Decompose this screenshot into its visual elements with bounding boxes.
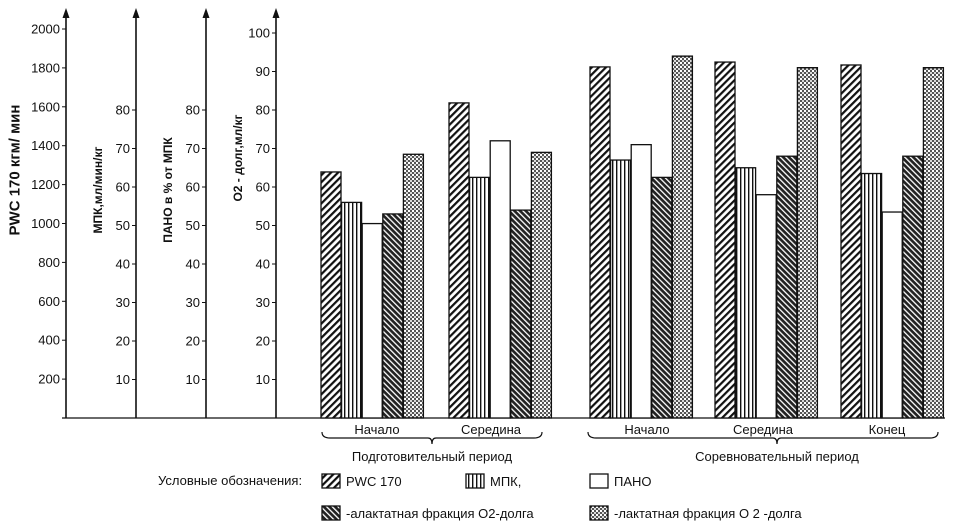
tick-label: 60	[256, 180, 270, 195]
bar	[671, 55, 694, 419]
legend-item: -лактатная фракция O 2 -долга	[589, 505, 802, 521]
tick-label: 10	[256, 372, 270, 387]
legend-swatch	[465, 473, 485, 489]
period-label: Соревновательный период	[695, 449, 859, 464]
tick-label: 30	[256, 295, 270, 310]
bar	[734, 167, 757, 419]
category-label: Начало	[354, 422, 399, 437]
bar	[776, 155, 798, 419]
bar	[361, 222, 383, 419]
axis-1: 2000 1800 1600 1400 1200 1000 800 600 400 200 PWC …	[7, 8, 70, 418]
bar	[320, 171, 342, 419]
tick-label: 40	[256, 257, 270, 272]
tick-label: 10	[116, 372, 130, 387]
bar	[468, 176, 491, 419]
tick-label: 70	[186, 141, 200, 156]
bar	[840, 64, 862, 419]
bar	[382, 213, 404, 419]
axis-4: 100 90 80 70 60 50 40 30 20 10 O2 - долг,мл/кг	[231, 8, 280, 418]
tick-label: 60	[186, 180, 200, 195]
category-label: Середина	[733, 422, 794, 437]
legend-item: МПК,	[465, 473, 521, 489]
tick-label: 2000	[31, 22, 60, 37]
tick-label: 800	[38, 255, 60, 270]
tick-label: 50	[186, 218, 200, 233]
bar	[448, 102, 470, 419]
axis-3: 80 70 60 50 40 30 20 10 ПАНО в % от МПК	[161, 8, 210, 418]
axis-title: ПАНО в % от МПК	[161, 137, 175, 243]
bar	[881, 211, 903, 419]
legend-label: -лактатная фракция O 2 -долга	[614, 506, 802, 521]
bar	[755, 194, 777, 419]
bar	[402, 153, 425, 419]
axis-arrow	[202, 8, 210, 18]
bar	[860, 172, 883, 419]
legend-label: PWC 170	[346, 474, 402, 489]
tick-label: 400	[38, 333, 60, 348]
category-label: Начало	[624, 422, 669, 437]
axis-title: PWC 170 кгм/ мин	[7, 105, 24, 236]
bar	[510, 209, 532, 419]
category-label: Конец	[869, 422, 906, 437]
tick-label: 1400	[31, 138, 60, 153]
tick-label: 100	[248, 26, 270, 41]
axis-arrow	[62, 8, 70, 18]
bar	[530, 151, 553, 419]
tick-label: 80	[256, 103, 270, 118]
legend-swatch	[321, 473, 341, 489]
legend-item: PWC 170	[321, 473, 402, 489]
tick-label: 200	[38, 372, 60, 387]
tick-label: 30	[116, 295, 130, 310]
tick-label: 600	[38, 294, 60, 309]
tick-label: 20	[116, 334, 130, 349]
tick-label: 50	[116, 218, 130, 233]
legend-label: ПАНО	[614, 474, 652, 489]
period-bracket	[587, 431, 939, 445]
bar	[340, 201, 363, 419]
category-label: Середина	[461, 422, 522, 437]
bar	[714, 61, 736, 419]
tick-label: 1800	[31, 60, 60, 75]
legend-swatch	[321, 505, 341, 521]
tick-label: 30	[186, 295, 200, 310]
bar	[489, 140, 511, 419]
legend-label: -алактатная фракция O2-долга	[346, 506, 534, 521]
bar	[796, 67, 819, 419]
tick-label: 90	[256, 64, 270, 79]
legend-swatch	[589, 473, 609, 489]
bar	[651, 176, 673, 419]
tick-label: 1000	[31, 216, 60, 231]
axis-arrow	[272, 8, 280, 18]
tick-label: 40	[116, 257, 130, 272]
legend-item: -алактатная фракция O2-долга	[321, 505, 534, 521]
tick-label: 60	[116, 180, 130, 195]
legend-title: Условные обозначения:	[158, 473, 302, 488]
axis-2: 80 70 60 50 40 30 20 10 МПК,мл/мин/кг	[91, 8, 140, 418]
tick-label: 1200	[31, 177, 60, 192]
tick-label: 40	[186, 257, 200, 272]
bar	[589, 66, 611, 419]
tick-label: 80	[116, 103, 130, 118]
axis-title: МПК,мл/мин/кг	[91, 147, 105, 234]
axis-arrow	[132, 8, 140, 18]
bar	[902, 155, 924, 419]
tick-label: 10	[186, 372, 200, 387]
tick-label: 50	[256, 218, 270, 233]
period-label: Подготовительный период	[352, 449, 513, 464]
axis-title: O2 - долг,мл/кг	[231, 114, 245, 201]
tick-label: 20	[186, 334, 200, 349]
legend-item: ПАНО	[589, 473, 652, 489]
tick-label: 20	[256, 334, 270, 349]
bar	[922, 67, 945, 419]
tick-label: 70	[256, 141, 270, 156]
tick-label: 80	[186, 103, 200, 118]
legend-swatch	[589, 505, 609, 521]
bar	[630, 143, 652, 419]
tick-label: 1600	[31, 99, 60, 114]
legend-label: МПК,	[490, 474, 521, 489]
tick-label: 70	[116, 141, 130, 156]
bar	[609, 159, 632, 419]
period-bracket	[321, 431, 543, 445]
